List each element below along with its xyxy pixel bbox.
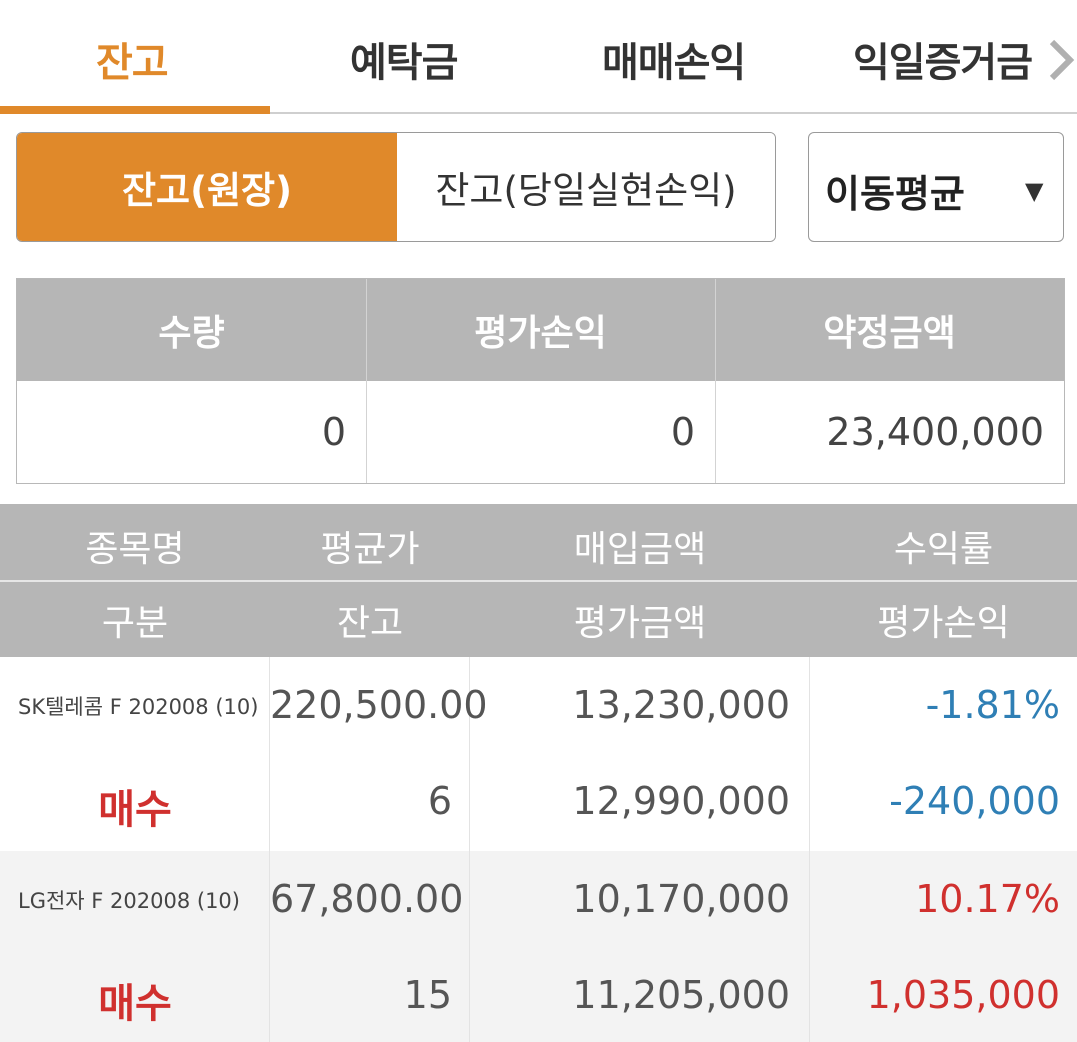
holdings-header: 종목명 평균가 매입금액 수익률 구분 잔고 평가금액 평가손익 <box>0 504 1077 657</box>
row-col-divider <box>469 851 470 1042</box>
col-header-return-rate: 수익률 <box>893 529 994 570</box>
row-col-divider <box>269 851 270 1042</box>
summary-table: 수량 평가손익 약정금액 0 0 23,400,000 <box>16 278 1065 484</box>
col-header-purchase-amount: 매입금액 <box>573 529 707 570</box>
balance-qty: 6 <box>427 779 452 823</box>
summary-quantity-value: 0 <box>321 410 346 454</box>
balance-mode-segment: 잔고(원장) 잔고(당일실현손익) <box>16 132 776 242</box>
return-rate: 10.17% <box>915 877 1060 921</box>
summary-header-quantity: 수량 <box>158 313 225 354</box>
average-method-value: 이동평균 <box>825 172 965 216</box>
tab-deposit[interactable]: 예탁금 <box>350 40 458 86</box>
col-header-avg-price: 평균가 <box>320 529 420 570</box>
purchase-amount: 13,230,000 <box>572 683 790 727</box>
eval-pl: 1,035,000 <box>866 973 1060 1017</box>
return-rate: -1.81% <box>925 683 1060 727</box>
balance-qty: 15 <box>403 973 452 1017</box>
tab-next-day-margin[interactable]: 익일증거금 <box>853 40 1033 86</box>
avg-price: 220,500.00 <box>270 683 488 727</box>
eval-amount: 12,990,000 <box>572 779 790 823</box>
tab-bar-divider <box>0 112 1077 114</box>
row-col-divider <box>809 851 810 1042</box>
stock-name: SK텔레콤 F 202008 (10) <box>18 695 259 719</box>
summary-header-contract-amount: 약정금액 <box>823 313 956 354</box>
eval-pl: -240,000 <box>889 779 1060 823</box>
col-header-balance: 잔고 <box>336 603 404 644</box>
row-col-divider <box>809 657 810 851</box>
summary-col-divider <box>366 279 367 483</box>
row-col-divider <box>469 657 470 851</box>
table-row[interactable]: LG전자 F 202008 (10) 67,800.00 10,170,000 … <box>0 851 1077 1042</box>
eval-amount: 11,205,000 <box>572 973 790 1017</box>
active-tab-indicator <box>0 106 270 114</box>
trade-side: 매수 <box>98 787 172 833</box>
trade-side: 매수 <box>98 981 172 1027</box>
average-method-select[interactable]: 이동평균 ▼ <box>808 132 1064 242</box>
col-header-eval-amount: 평가금액 <box>573 603 707 644</box>
segment-realized-pl-balance[interactable]: 잔고(당일실현손익) <box>397 133 775 241</box>
purchase-amount: 10,170,000 <box>572 877 790 921</box>
col-header-stock-name: 종목명 <box>85 529 185 570</box>
col-header-side: 구분 <box>101 603 169 644</box>
summary-eval-pl-value: 0 <box>670 410 695 454</box>
avg-price: 67,800.00 <box>270 877 464 921</box>
table-row[interactable]: SK텔레콤 F 202008 (10) 220,500.00 13,230,00… <box>0 657 1077 851</box>
caret-down-icon: ▼ <box>1025 177 1044 205</box>
tab-balance[interactable]: 잔고 <box>96 40 169 86</box>
col-header-eval-pl: 평가손익 <box>877 603 1010 644</box>
chevron-right-icon[interactable] <box>1044 36 1077 84</box>
row-col-divider <box>269 657 270 851</box>
stock-name: LG전자 F 202008 (10) <box>18 889 240 913</box>
holdings-header-divider <box>0 580 1077 582</box>
summary-col-divider <box>715 279 716 483</box>
summary-header-eval-pl: 평가손익 <box>474 313 607 354</box>
segment-ledger-balance[interactable]: 잔고(원장) <box>17 133 397 241</box>
tab-trading-pl[interactable]: 매매손익 <box>602 40 746 86</box>
top-tab-bar: 잔고 예탁금 매매손익 익일증거금 <box>0 0 1077 114</box>
summary-contract-amount-value: 23,400,000 <box>826 410 1044 454</box>
summary-header <box>17 279 1064 381</box>
